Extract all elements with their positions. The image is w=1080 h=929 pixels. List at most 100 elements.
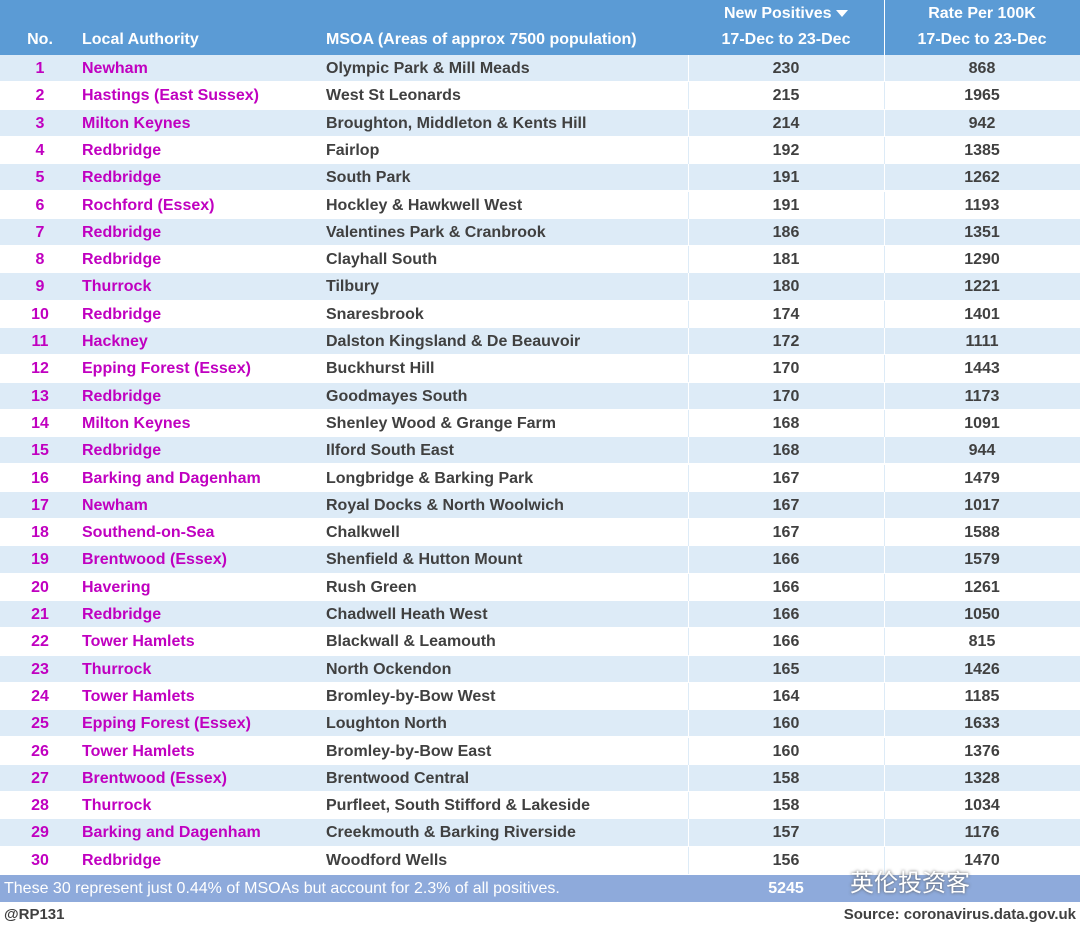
authority: Newham <box>82 496 148 514</box>
divider <box>884 382 885 410</box>
rate: 1290 <box>964 251 1000 269</box>
new-positives: 215 <box>772 87 800 105</box>
msoa: Dalston Kingsland & De Beauvoir <box>326 333 581 350</box>
new-positives: 156 <box>772 851 800 869</box>
table-row: 28 Thurrock Purfleet, South Stifford & Lak… <box>0 792 1080 820</box>
row-no: 26 <box>31 742 49 760</box>
table-row: 2 Hastings (East Sussex) West St Leonards 2… <box>0 82 1080 110</box>
row-no: 23 <box>31 660 49 678</box>
msoa: Ilford South East <box>326 442 454 460</box>
row-no: 10 <box>31 305 49 323</box>
divider <box>688 846 689 874</box>
authority: Redbridge <box>82 851 162 869</box>
table-row: 21 Redbridge Chadwell Heath West 166 1050 <box>0 601 1080 629</box>
row-no: 15 <box>31 442 49 460</box>
new-positives: 191 <box>772 169 800 187</box>
new-positives: 164 <box>772 687 800 705</box>
rate: 1193 <box>964 196 1000 214</box>
msoa: Clayhall South <box>326 251 438 269</box>
divider <box>688 819 689 847</box>
authority: Tower Hamlets <box>82 742 195 760</box>
rate: 1965 <box>964 87 1000 105</box>
table-row: 26 Tower Hamlets Bromley-by-Bow East 160 137… <box>0 737 1080 765</box>
divider <box>884 300 885 328</box>
row-no: 14 <box>31 414 49 432</box>
authority: Hastings (East Sussex) <box>82 87 259 105</box>
msoa: Goodmayes South <box>326 387 468 405</box>
table-row: 7 Redbridge Valentines Park & Cranbrook 186… <box>0 218 1080 247</box>
authority: Havering <box>82 578 151 596</box>
divider <box>688 519 689 547</box>
divider <box>688 300 689 328</box>
row-no: 11 <box>31 333 49 350</box>
divider <box>688 546 689 574</box>
divider <box>884 519 885 547</box>
divider <box>884 737 885 765</box>
rate: 1261 <box>964 578 1000 596</box>
row-no: 21 <box>31 606 49 623</box>
msoa: Rush Green <box>326 578 417 596</box>
divider <box>884 819 885 847</box>
divider <box>884 491 885 519</box>
msoa: Shenley Wood & Grange Farm <box>326 414 556 432</box>
header-authority: Local Authority <box>82 31 199 48</box>
new-positives: 166 <box>772 578 800 596</box>
row-no: 17 <box>31 496 49 514</box>
new-positives: 191 <box>772 196 800 214</box>
authority: Epping Forest (Essex) <box>82 715 251 733</box>
divider <box>884 710 885 738</box>
msoa: Chadwell Heath West <box>326 606 488 623</box>
divider <box>884 409 885 437</box>
divider <box>884 601 885 628</box>
msoa: Creekmouth & Barking Riverside <box>326 824 576 842</box>
table-row: 9 Thurrock Tilbury 180 1221 <box>0 273 1080 301</box>
table-row: 25 Epping Forest (Essex) Loughton North 160… <box>0 710 1080 738</box>
header-rate-2: 17-Dec to 23-Dec <box>917 31 1047 48</box>
table-row: 18 Southend-on-Sea Chalkwell 167 1588 <box>0 519 1080 547</box>
divider <box>688 55 689 82</box>
footer-row: These 30 represent just 0.44% of MSOAs b… <box>0 875 1080 902</box>
rate: 944 <box>968 442 996 460</box>
footer-total: 5245 <box>768 880 804 897</box>
new-positives: 166 <box>772 633 800 651</box>
divider <box>688 109 689 137</box>
msoa: Valentines Park & Cranbrook <box>326 223 546 241</box>
new-positives: 166 <box>772 606 800 623</box>
authority: Thurrock <box>82 797 152 815</box>
msoa: Chalkwell <box>326 524 400 542</box>
divider <box>688 136 689 164</box>
rate: 1111 <box>965 333 999 350</box>
authority: Barking and Dagenham <box>82 469 261 487</box>
row-no: 9 <box>35 278 45 296</box>
authority: Redbridge <box>82 606 162 623</box>
authority: Brentwood (Essex) <box>82 551 227 569</box>
rate: 868 <box>968 60 996 77</box>
row-no: 24 <box>31 687 49 705</box>
rate: 942 <box>968 114 996 132</box>
msoa: Royal Docks & North Woolwich <box>326 496 564 514</box>
new-positives: 158 <box>772 797 800 815</box>
divider <box>688 464 689 492</box>
header-no: No. <box>27 31 53 48</box>
rate: 1221 <box>964 278 1000 296</box>
rate: 1262 <box>964 169 1000 187</box>
msoa: Loughton North <box>326 715 447 733</box>
authority: Milton Keynes <box>82 114 191 132</box>
divider <box>688 491 689 519</box>
msoa: Blackwall & Leamouth <box>326 633 496 651</box>
divider <box>688 218 689 246</box>
footer-note: These 30 represent just 0.44% of MSOAs b… <box>4 880 560 897</box>
divider <box>884 764 885 792</box>
divider <box>884 273 885 301</box>
msoa: Snaresbrook <box>326 305 424 323</box>
divider <box>884 136 885 164</box>
table-row: 14 Milton Keynes Shenley Wood & Grange Far… <box>0 409 1080 438</box>
divider <box>884 628 885 656</box>
new-positives: 166 <box>772 551 800 569</box>
header-msoa: MSOA (Areas of approx 7500 population) <box>326 31 637 48</box>
credit: @RP131 <box>4 906 65 923</box>
msoa: Olympic Park & Mill Meads <box>326 60 530 77</box>
divider <box>688 628 689 656</box>
msoa: West St Leonards <box>326 87 461 105</box>
authority: Barking and Dagenham <box>82 824 261 842</box>
